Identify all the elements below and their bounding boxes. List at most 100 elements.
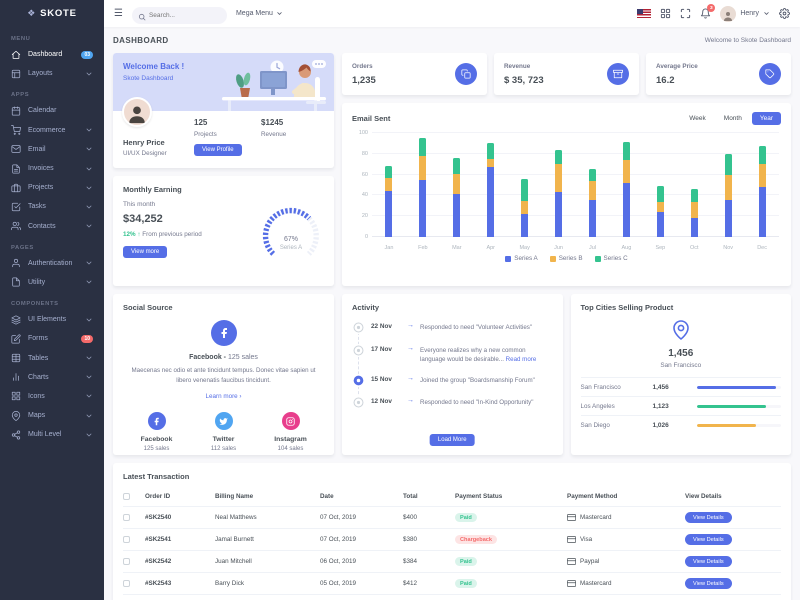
sidebar-item-dashboard[interactable]: Dashboard 03 [0, 45, 104, 64]
welcome-subtitle: Skote Dashboard [123, 75, 174, 82]
edit-icon [11, 334, 21, 344]
hamburger-menu-icon[interactable]: ☰ [114, 8, 123, 19]
mega-menu-button[interactable]: Mega Menu [236, 10, 283, 17]
x-axis-label: Aug [621, 245, 632, 251]
notifications-button[interactable]: 3 [700, 4, 716, 19]
sidebar-item-tasks[interactable]: Tasks [0, 197, 104, 216]
sidebar-item-ui-elements[interactable]: UI Elements [0, 310, 104, 329]
bar-segment-series-b [622, 160, 630, 183]
bar-column-mar[interactable] [440, 133, 474, 237]
range-week-button[interactable]: Week [681, 112, 714, 125]
app-logo[interactable]: ❖ SKOTE [0, 0, 104, 27]
revenue-label: Revenue [261, 131, 287, 138]
revenue-value: $1245 [261, 118, 284, 127]
sidebar-item-ecommerce[interactable]: Ecommerce [0, 121, 104, 140]
column-header-total: Total [403, 493, 418, 500]
bar-column-jul[interactable] [576, 133, 610, 237]
bar-column-nov[interactable] [711, 133, 745, 237]
legend-label: Series C [603, 255, 628, 262]
social-item-name: Instagram [274, 436, 307, 444]
sidebar-item-multi-level[interactable]: Multi Level [0, 425, 104, 444]
legend-swatch [549, 255, 556, 262]
chevron-down-icon [85, 259, 93, 267]
billing-name: Barry Dick [215, 580, 245, 587]
row-checkbox[interactable] [123, 514, 130, 521]
bar-segment-series-a [758, 187, 766, 237]
bar-column-sep[interactable] [643, 133, 677, 237]
bar-segment-series-c [656, 186, 664, 202]
view-details-button[interactable]: View Details [685, 533, 732, 546]
social-item-facebook[interactable]: Facebook 125 sales [123, 412, 190, 452]
apps-grid-icon[interactable] [660, 8, 671, 19]
table-row: #SK2543 Barry Dick 05 Oct, 2019 $412 Paid Mas… [123, 573, 781, 595]
fullscreen-icon[interactable] [680, 8, 691, 19]
social-highlight-sales: 125 sales [227, 354, 258, 361]
row-checkbox[interactable] [123, 558, 130, 565]
monthly-period-label: This month [123, 201, 156, 208]
view-details-button[interactable]: View Details [685, 511, 732, 524]
sidebar-item-forms[interactable]: Forms 10 [0, 329, 104, 348]
bar-segment-series-a [724, 199, 732, 237]
sidebar-item-calendar[interactable]: Calendar [0, 101, 104, 120]
activity-date: 22 Nov [371, 323, 392, 330]
main-content: DASHBOARD Welcome to Skote Dashboard Wel… [104, 27, 800, 600]
search-input[interactable] [131, 6, 227, 24]
sidebar-item-icons[interactable]: Icons [0, 387, 104, 406]
chart-gridline [372, 215, 779, 217]
stacked-bar [453, 133, 461, 237]
bar-column-feb[interactable] [406, 133, 440, 237]
range-year-button[interactable]: Year [751, 112, 781, 125]
sidebar-item-utility[interactable]: Utility [0, 273, 104, 292]
bar-column-apr[interactable] [474, 133, 508, 237]
stat-value: $ 35, 723 [504, 74, 544, 86]
load-more-button[interactable]: Load More [429, 434, 475, 446]
arrow-right-icon: → [407, 397, 414, 405]
gear-icon[interactable] [779, 8, 790, 19]
social-item-twitter[interactable]: Twitter 112 sales [190, 412, 257, 452]
read-more-link[interactable]: Read more [505, 355, 537, 363]
view-details-button[interactable]: View Details [685, 577, 732, 590]
bar-column-dec[interactable] [745, 133, 779, 237]
sidebar-item-label: Contacts [28, 222, 56, 230]
social-item-instagram[interactable]: Instagram 104 sales [257, 412, 324, 452]
city-progress-fill [696, 423, 756, 427]
stacked-bar [555, 133, 563, 237]
sidebar-item-projects[interactable]: Projects [0, 178, 104, 197]
chevron-down-icon [85, 354, 93, 362]
city-row-san-diego: San Diego 1,026 [580, 415, 781, 434]
bar-segment-series-b [385, 177, 393, 192]
profile-avatar [122, 97, 152, 127]
bar-segment-series-c [758, 145, 766, 165]
sidebar-item-contacts[interactable]: Contacts [0, 217, 104, 236]
sidebar-item-authentication[interactable]: Authentication [0, 254, 104, 273]
row-checkbox[interactable] [123, 580, 130, 587]
bar-column-aug[interactable] [609, 133, 643, 237]
chevron-down-icon [763, 10, 770, 17]
sidebar-item-charts[interactable]: Charts [0, 368, 104, 387]
select-all-checkbox[interactable] [123, 493, 130, 500]
sidebar-item-email[interactable]: Email [0, 140, 104, 159]
range-month-button[interactable]: Month [716, 112, 750, 125]
sidebar-item-label: Calendar [28, 107, 57, 115]
sidebar-item-layouts[interactable]: Layouts [0, 64, 104, 83]
bar-segment-series-a [555, 192, 563, 237]
sidebar-item-tables[interactable]: Tables [0, 348, 104, 367]
view-profile-button[interactable]: View Profile [194, 144, 242, 156]
copy-icon [455, 63, 477, 85]
bar-column-jan[interactable] [372, 133, 406, 237]
legend-swatch [505, 255, 512, 262]
language-flag-icon[interactable] [637, 9, 652, 18]
view-details-button[interactable]: View Details [685, 555, 732, 568]
share-icon [11, 430, 21, 440]
sidebar-item-invoices[interactable]: Invoices [0, 159, 104, 178]
bar-column-oct[interactable] [677, 133, 711, 237]
row-checkbox[interactable] [123, 536, 130, 543]
sidebar-item-maps[interactable]: Maps [0, 406, 104, 425]
stat-label: Average Price [656, 62, 698, 70]
bar-column-jun[interactable] [542, 133, 576, 237]
legend-item-series-b: Series B [549, 255, 583, 262]
user-menu[interactable]: Henry [720, 5, 770, 22]
learn-more-link[interactable]: Learn more › [205, 393, 242, 401]
bar-column-may[interactable] [508, 133, 542, 237]
view-more-button[interactable]: View more [123, 246, 168, 258]
